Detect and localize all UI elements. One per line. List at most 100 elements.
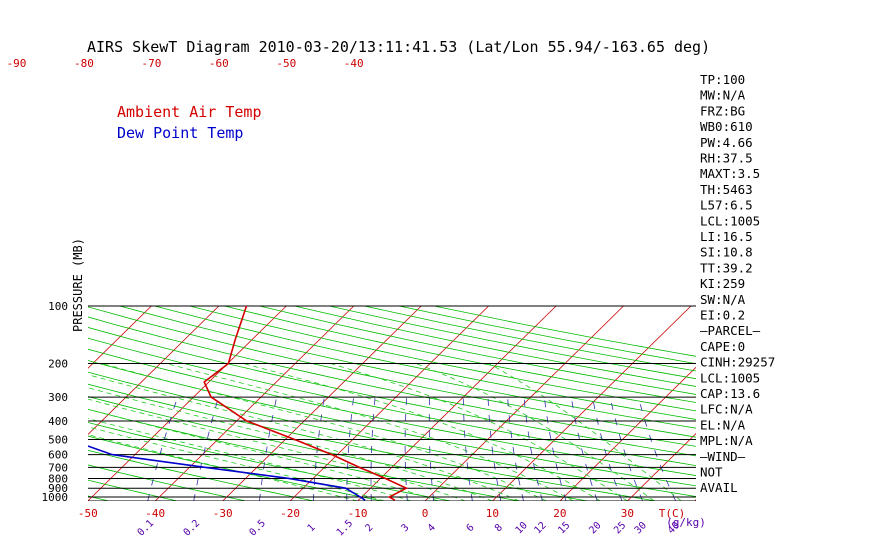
moist-adiabat-line (88, 408, 439, 501)
index-label: SW:N/A (700, 292, 746, 307)
dry-adiabat-line (88, 371, 696, 497)
dry-adiabat-line (294, 305, 696, 387)
pressure-tick-label: 900 (48, 482, 68, 495)
moist-adiabat-line (88, 398, 466, 501)
dewpoint-line (88, 445, 366, 501)
mixing-ratio-line (193, 396, 219, 501)
index-label: —WIND— (700, 449, 746, 464)
pressure-tick-label: 200 (48, 358, 68, 371)
pressure-tick-label: 700 (48, 461, 68, 474)
mixing-ratio-line (428, 397, 435, 501)
bottom-temp-tick-label: -10 (348, 507, 368, 520)
mixing-ratio-line (523, 397, 543, 501)
index-label: L57:6.5 (700, 198, 753, 213)
index-label: NOT (700, 465, 723, 480)
dry-adiabat-line (88, 396, 588, 501)
index-label: WB0:610 (700, 119, 753, 134)
mixing-ratio-label: 10 (514, 520, 530, 536)
mixing-ratio-line (147, 396, 178, 501)
moist-adiabat-line (88, 434, 358, 501)
index-label: LFC:N/A (700, 402, 753, 417)
isotherm-line (762, 306, 870, 501)
dry-adiabat-line (88, 449, 315, 501)
dry-adiabat-line (189, 305, 696, 412)
index-label: TH:5463 (700, 182, 753, 197)
top-temp-tick-label: -80 (74, 57, 94, 70)
mixing-ratio-label: 2 (364, 522, 376, 534)
mixing-ratio-line (487, 397, 502, 501)
pressure-tick-label: 500 (48, 434, 68, 447)
mixing-ratio-label: 0.2 (182, 518, 203, 539)
y-axis-label: PRESSURE (MB) (71, 238, 85, 332)
pressure-tick-label: 100 (48, 300, 68, 313)
moist-adiabat-line (101, 363, 547, 501)
mixing-ratio-line (313, 397, 325, 501)
mixing-ratio-label: 0.1 (136, 518, 157, 539)
dry-adiabat-line (88, 435, 383, 501)
chart-title: AIRS SkewT Diagram 2010-03-20/13:11:41.5… (87, 38, 710, 56)
moist-adiabat-line (329, 363, 628, 501)
mixing-ratio-label: 3 (400, 522, 412, 534)
mixing-ratio-label: 4 (426, 522, 438, 534)
pressure-tick-label: 600 (48, 449, 68, 462)
pressure-tick-label: 300 (48, 391, 68, 404)
mixing-ratio-label: 8 (493, 522, 505, 534)
dry-adiabat-line (88, 348, 696, 476)
dry-adiabat-line (88, 408, 520, 501)
index-label: MPL:N/A (700, 433, 753, 448)
mixing-ratio-line (404, 397, 408, 501)
pressure-tick-label: 800 (48, 472, 68, 485)
bottom-temp-tick-label: 0 (422, 507, 429, 520)
bottom-temp-tick-label: -40 (145, 507, 165, 520)
index-label: TP:100 (700, 72, 745, 87)
dry-adiabat-line (364, 305, 696, 372)
mixing-ratio-line (507, 397, 524, 501)
dry-adiabat-line (399, 305, 696, 365)
mixing-ratio-line (370, 397, 376, 501)
index-label: KI:259 (700, 276, 745, 291)
index-label: MAXT:3.5 (700, 166, 760, 181)
mixing-ratio-label: 20 (587, 520, 603, 536)
mixing-ratio-label: 1 (306, 522, 318, 534)
mixing-ratio-label: 6 (465, 522, 477, 534)
index-label: LCL:1005 (700, 370, 760, 385)
bottom-axis-unit: T(C) (659, 507, 686, 520)
mixing-ratio-label: 1.5 (335, 518, 356, 539)
isotherm-line (0, 306, 84, 501)
index-label: EL:N/A (700, 417, 746, 432)
index-label: CINH:29257 (700, 355, 775, 370)
mixing-ratio-line (592, 397, 623, 501)
mixing-ratio-label: 30 (633, 520, 649, 536)
bottom-temp-tick-label: 10 (486, 507, 499, 520)
index-label: FRZ:BG (700, 103, 745, 118)
pressure-tick-label: 1000 (42, 491, 69, 504)
legend-ambient: Ambient Air Temp (117, 103, 262, 121)
isotherm-line (88, 305, 220, 436)
dry-adiabat-line (88, 306, 696, 438)
bottom-temp-tick-label: -30 (213, 507, 233, 520)
top-temp-tick-label: -70 (141, 57, 161, 70)
dry-adiabat-line (154, 305, 696, 420)
isotherm-line (627, 433, 696, 501)
moist-adiabat-line (166, 363, 574, 501)
isotherm-line (222, 305, 422, 501)
mixing-ratio-line (570, 397, 598, 501)
dry-adiabat-line (88, 337, 696, 467)
dry-adiabat-line (88, 316, 696, 447)
index-label: —PARCEL— (700, 323, 761, 338)
index-label: SI:10.8 (700, 245, 753, 260)
dry-adiabat-line (88, 360, 696, 487)
index-label: PW:4.66 (700, 135, 753, 150)
mixing-ratio-line (462, 397, 473, 501)
mixing-ratio-label: 15 (556, 520, 572, 536)
bottom-temp-tick-label: -50 (78, 507, 98, 520)
index-label: LI:16.5 (700, 229, 753, 244)
index-label: MW:N/A (700, 88, 746, 103)
mixing-ratio-label: 25 (612, 520, 628, 536)
moist-adiabat-line (88, 374, 520, 501)
moist-adiabat-line (415, 363, 655, 501)
mixing-ratio-label: 0.5 (247, 518, 268, 539)
dry-adiabat-line (88, 383, 657, 501)
mixing-ratio-line (259, 397, 278, 501)
